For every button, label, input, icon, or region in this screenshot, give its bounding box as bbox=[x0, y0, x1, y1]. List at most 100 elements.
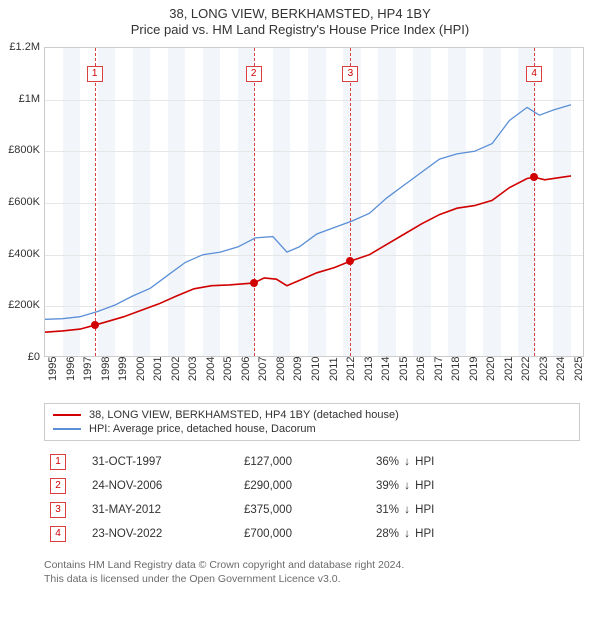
event-marker-line bbox=[350, 48, 351, 356]
chart-gridline bbox=[45, 306, 583, 307]
x-axis-label: 2004 bbox=[205, 357, 217, 381]
x-axis-label: 2016 bbox=[415, 357, 427, 381]
chart-gridline bbox=[45, 100, 583, 101]
event-date: 31-MAY-2012 bbox=[88, 499, 238, 521]
event-price: £127,000 bbox=[240, 451, 370, 473]
events-table-row: 1 31-OCT-1997£127,00036% ↓ HPI bbox=[46, 451, 578, 473]
x-axis-label: 2006 bbox=[240, 357, 252, 381]
chart-year-band bbox=[273, 48, 291, 356]
x-axis-label: 2012 bbox=[345, 357, 357, 381]
legend-swatch bbox=[53, 428, 81, 430]
event-delta: 31% ↓ HPI bbox=[372, 499, 578, 521]
events-table-row: 224-NOV-2006£290,00039% ↓ HPI bbox=[46, 475, 578, 497]
chart-year-band bbox=[168, 48, 186, 356]
chart-year-band bbox=[343, 48, 361, 356]
event-badge: 2 bbox=[50, 478, 66, 494]
x-axis-label: 2002 bbox=[170, 357, 182, 381]
legend-label: 38, LONG VIEW, BERKHAMSTED, HP4 1BY (det… bbox=[89, 409, 399, 421]
x-axis-label: 2015 bbox=[398, 357, 410, 381]
x-axis-label: 1995 bbox=[47, 357, 59, 381]
event-marker-line bbox=[254, 48, 255, 356]
event-marker-dot bbox=[530, 173, 538, 181]
chart-year-band bbox=[133, 48, 151, 356]
x-axis-label: 2007 bbox=[257, 357, 269, 381]
event-date: 23-NOV-2022 bbox=[88, 523, 238, 545]
event-marker-dot bbox=[346, 257, 354, 265]
y-axis-label: £400K bbox=[0, 248, 40, 260]
x-axis-label: 2013 bbox=[363, 357, 375, 381]
down-arrow-icon: ↓ bbox=[404, 456, 410, 468]
legend-item: 38, LONG VIEW, BERKHAMSTED, HP4 1BY (det… bbox=[53, 408, 571, 422]
footer-line-1: Contains HM Land Registry data © Crown c… bbox=[44, 559, 588, 573]
event-delta: 28% ↓ HPI bbox=[372, 523, 578, 545]
x-axis-label: 1999 bbox=[117, 357, 129, 381]
y-axis-label: £0 bbox=[0, 351, 40, 363]
x-axis-label: 2005 bbox=[222, 357, 234, 381]
event-badge: 4 bbox=[50, 526, 66, 542]
down-arrow-icon: ↓ bbox=[404, 504, 410, 516]
chart-year-band bbox=[203, 48, 221, 356]
x-axis-label: 1997 bbox=[82, 357, 94, 381]
chart-x-axis: 1995 1996 1997 1998 1999 2000 2001 2002 2003 2004… bbox=[44, 357, 584, 399]
chart-year-band bbox=[378, 48, 396, 356]
x-axis-label: 2023 bbox=[538, 357, 550, 381]
y-axis-label: £600K bbox=[0, 196, 40, 208]
events-table: 1 31-OCT-1997£127,00036% ↓ HPI224-NOV-200… bbox=[44, 449, 580, 547]
event-price: £290,000 bbox=[240, 475, 370, 497]
footer-attribution: Contains HM Land Registry data © Crown c… bbox=[44, 559, 588, 586]
event-marker-badge: 3 bbox=[342, 66, 358, 82]
chart-year-band bbox=[483, 48, 501, 356]
event-delta: 39% ↓ HPI bbox=[372, 475, 578, 497]
event-badge: 3 bbox=[50, 502, 66, 518]
chart-year-band bbox=[553, 48, 571, 356]
chart-year-band bbox=[448, 48, 466, 356]
y-axis-label: £800K bbox=[0, 144, 40, 156]
chart-gridline bbox=[45, 151, 583, 152]
x-axis-label: 2021 bbox=[503, 357, 515, 381]
x-axis-label: 2022 bbox=[520, 357, 532, 381]
legend-item: HPI: Average price, detached house, Daco… bbox=[53, 422, 571, 436]
x-axis-label: 2000 bbox=[135, 357, 147, 381]
x-axis-label: 2011 bbox=[328, 357, 340, 381]
chart-year-band bbox=[98, 48, 116, 356]
x-axis-label: 2001 bbox=[152, 357, 164, 381]
event-marker-dot bbox=[91, 321, 99, 329]
x-axis-label: 2014 bbox=[380, 357, 392, 381]
legend-label: HPI: Average price, detached house, Daco… bbox=[89, 423, 316, 435]
x-axis-label: 2024 bbox=[555, 357, 567, 381]
y-axis-label: £1.2M bbox=[0, 41, 40, 53]
x-axis-label: 2009 bbox=[292, 357, 304, 381]
y-axis-label: £200K bbox=[0, 299, 40, 311]
chart-year-band bbox=[413, 48, 431, 356]
down-arrow-icon: ↓ bbox=[404, 480, 410, 492]
events-table-row: 3 31-MAY-2012£375,00031% ↓ HPI bbox=[46, 499, 578, 521]
footer-line-2: This data is licensed under the Open Gov… bbox=[44, 573, 588, 587]
chart-gridline bbox=[45, 255, 583, 256]
events-table-row: 423-NOV-2022£700,00028% ↓ HPI bbox=[46, 523, 578, 545]
title-main: 38, LONG VIEW, BERKHAMSTED, HP4 1BY bbox=[8, 6, 592, 21]
down-arrow-icon: ↓ bbox=[404, 528, 410, 540]
event-marker-line bbox=[534, 48, 535, 356]
event-marker-line bbox=[95, 48, 96, 356]
x-axis-label: 2020 bbox=[485, 357, 497, 381]
event-marker-badge: 4 bbox=[526, 66, 542, 82]
chart-year-band bbox=[63, 48, 81, 356]
title-block: 38, LONG VIEW, BERKHAMSTED, HP4 1BY Pric… bbox=[0, 0, 600, 41]
event-marker-badge: 1 bbox=[87, 66, 103, 82]
x-axis-label: 2018 bbox=[450, 357, 462, 381]
x-axis-label: 1998 bbox=[100, 357, 112, 381]
legend-swatch bbox=[53, 414, 81, 416]
event-date: 31-OCT-1997 bbox=[88, 451, 238, 473]
x-axis-label: 2003 bbox=[187, 357, 199, 381]
chart-gridline bbox=[45, 203, 583, 204]
chart-legend: 38, LONG VIEW, BERKHAMSTED, HP4 1BY (det… bbox=[44, 403, 580, 441]
event-delta: 36% ↓ HPI bbox=[372, 451, 578, 473]
event-badge: 1 bbox=[50, 454, 66, 470]
event-price: £375,000 bbox=[240, 499, 370, 521]
event-marker-badge: 2 bbox=[246, 66, 262, 82]
x-axis-label: 1996 bbox=[65, 357, 77, 381]
event-marker-dot bbox=[250, 279, 258, 287]
x-axis-label: 2017 bbox=[433, 357, 445, 381]
title-subtitle: Price paid vs. HM Land Registry's House … bbox=[8, 22, 592, 37]
chart-year-band bbox=[308, 48, 326, 356]
